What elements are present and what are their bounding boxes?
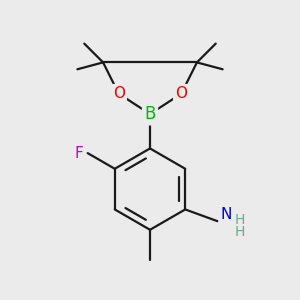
Text: H: H (235, 225, 245, 239)
Text: H: H (235, 213, 245, 227)
Text: O: O (175, 86, 187, 101)
Text: F: F (74, 146, 83, 160)
Text: N: N (221, 208, 232, 223)
Text: O: O (113, 86, 125, 101)
Text: B: B (144, 105, 156, 123)
